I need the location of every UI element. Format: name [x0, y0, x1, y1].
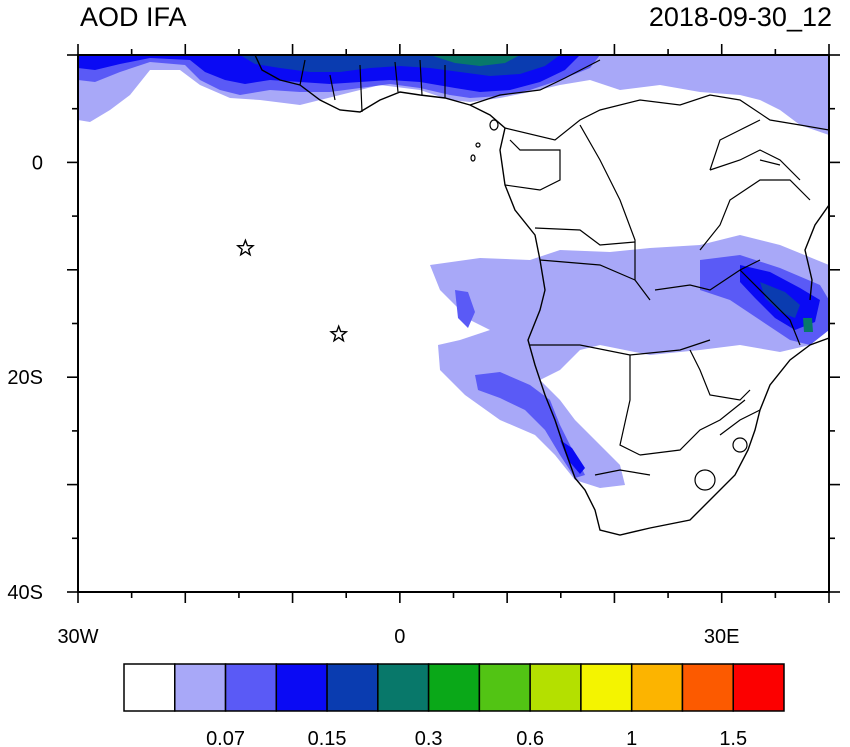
star-marker-icon	[235, 238, 255, 257]
colorbar-box	[123, 663, 176, 712]
islands	[470, 119, 499, 162]
aod-high-coastal	[560, 440, 585, 474]
colorbar-box	[630, 663, 684, 712]
colorbar-label: 1	[626, 728, 637, 747]
colorbar-box	[427, 663, 481, 712]
colorbar-box	[681, 663, 734, 712]
colorbar-label: 0.3	[415, 728, 443, 747]
aod-fields	[78, 55, 829, 536]
colorbar-box	[529, 663, 582, 712]
aod-core-east	[760, 282, 800, 318]
country-borders	[299, 59, 829, 491]
colorbar-label: 0.6	[516, 728, 544, 747]
aod-peak-north-band	[430, 55, 520, 66]
coastline-west-africa	[254, 55, 829, 536]
y-tick-label: 0	[32, 152, 43, 174]
x-tick-label: 30E	[704, 626, 740, 648]
colorbar-label: 0.07	[206, 728, 245, 747]
x-tick-label: 30W	[57, 626, 98, 648]
colorbar-box	[377, 663, 430, 712]
colorbar-box	[224, 663, 278, 712]
colorbar-box	[275, 663, 328, 712]
star-marker-icon	[329, 324, 349, 343]
map-panel: 30W 0 30E 0 20S 40S	[7, 44, 840, 648]
x-axis-labels: 30W 0 30E	[57, 626, 739, 648]
colorbar-box	[580, 663, 633, 712]
x-tick-label: 0	[394, 626, 405, 648]
aod-peak-east	[803, 318, 813, 332]
coastline-east-africa	[804, 204, 829, 301]
map-timestamp: 2018-09-30_12	[649, 2, 832, 32]
station-markers	[235, 238, 349, 343]
colorbar-box	[478, 663, 531, 712]
colorbar-box	[326, 663, 379, 712]
colorbar-label: 1.5	[719, 728, 747, 747]
colorbar-box	[174, 663, 227, 712]
y-axis-labels: 0 20S 40S	[7, 152, 43, 604]
axis-ticks	[67, 44, 840, 603]
map-title: AOD IFA	[80, 2, 187, 32]
y-tick-label: 40S	[7, 582, 43, 604]
aod-colorbar: 0.07 0.15 0.3 0.6 1 1.5	[123, 663, 785, 747]
colorbar-box	[732, 663, 785, 712]
aod-medium-ocean-patch	[455, 290, 475, 328]
y-tick-label: 20S	[7, 367, 43, 389]
colorbar-label: 0.15	[308, 728, 347, 747]
aod-medium-coastal-plume	[475, 372, 585, 478]
